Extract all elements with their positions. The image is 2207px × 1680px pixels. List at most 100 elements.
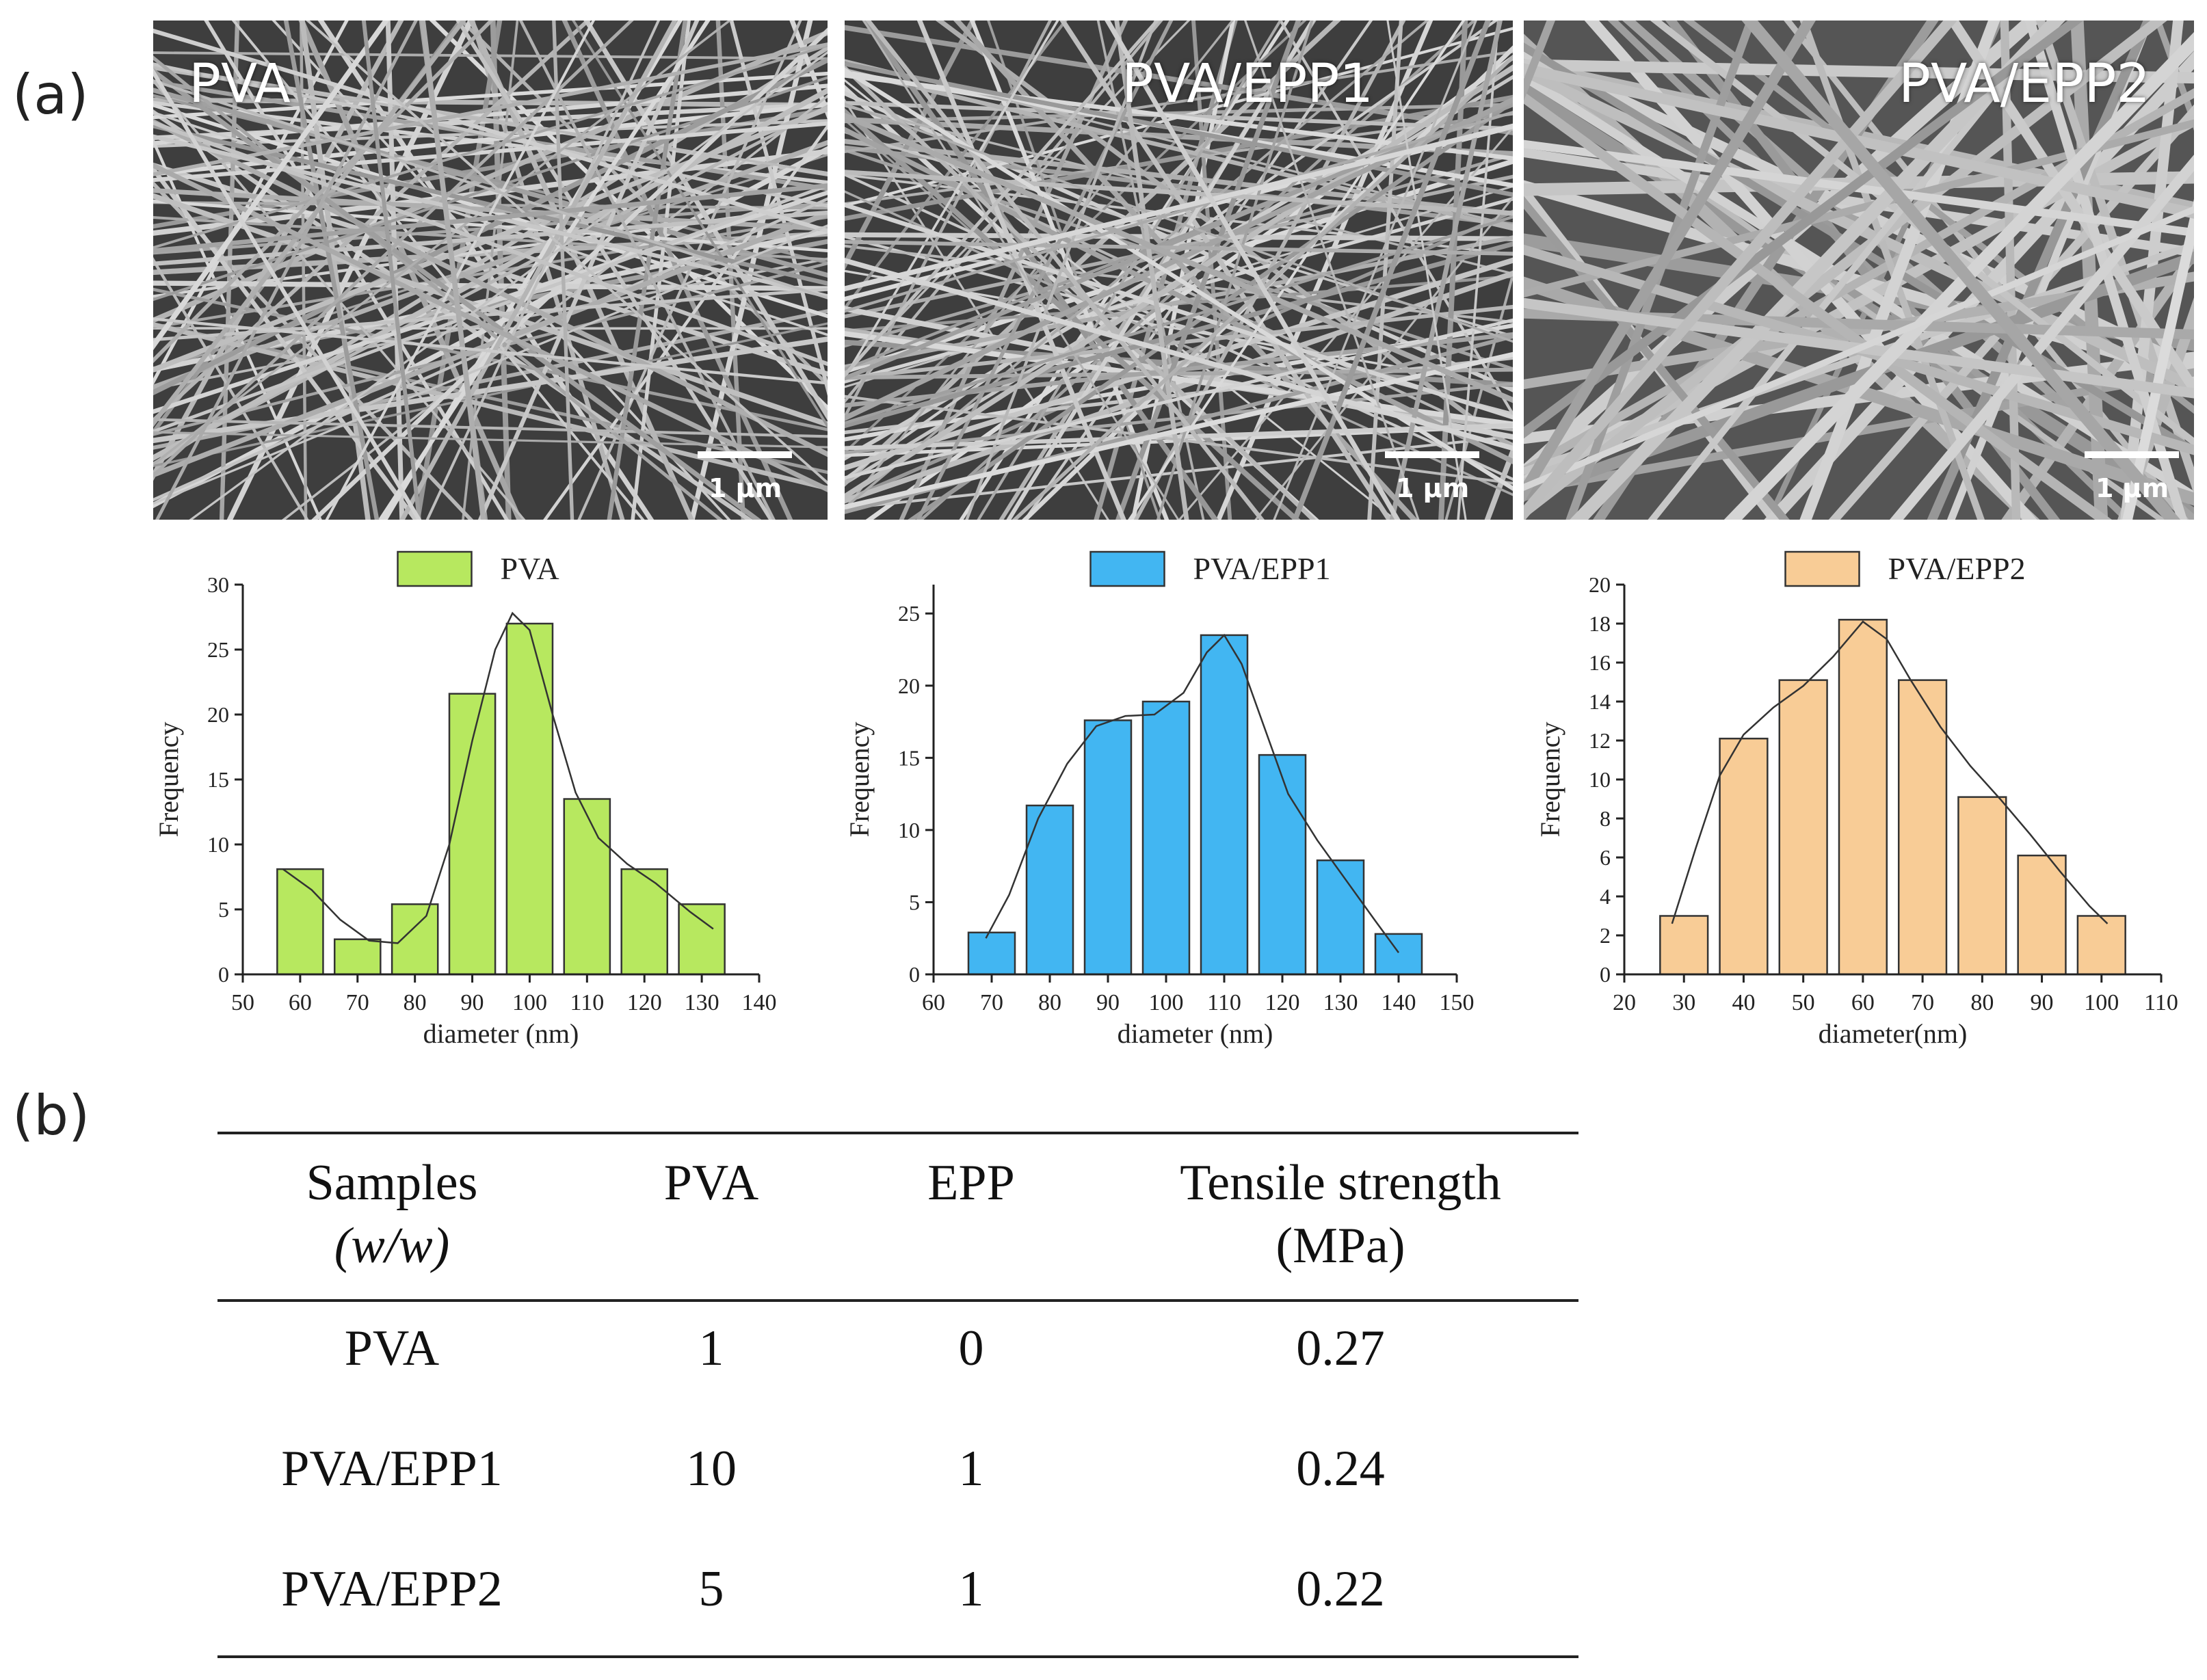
fiber xyxy=(965,21,1158,520)
fiber xyxy=(153,287,828,342)
fiber xyxy=(153,21,592,423)
scale-bar xyxy=(1385,451,1479,458)
fiber xyxy=(1273,21,1477,520)
table-bottom-rule xyxy=(217,1655,1578,1658)
cell-epp: 1 xyxy=(958,1441,984,1497)
cell-pva: 10 xyxy=(686,1441,737,1497)
fiber xyxy=(2024,21,2188,520)
distribution-curve xyxy=(985,633,1400,954)
x-tick-label: 150 xyxy=(1440,990,1475,1015)
x-tick-label: 20 xyxy=(1613,990,1636,1015)
x-tick-label: 40 xyxy=(1732,990,1755,1015)
scale-bar xyxy=(698,451,792,458)
x-tick-label: 120 xyxy=(627,990,662,1015)
histogram-bar xyxy=(1957,796,2007,976)
legend-swatch xyxy=(1089,550,1165,587)
cell-tensile: 0.24 xyxy=(1296,1441,1385,1497)
y-tick-label: 20 xyxy=(207,702,229,727)
histogram-pva-epp1: 60 70 80 90 100 110 120 130 140 150 0 5 10 15 20 25 diam… xyxy=(844,550,1475,1049)
fiber xyxy=(631,21,691,520)
sem-image-pva-epp2: PVA/EPP2 1 µm xyxy=(1524,21,2194,520)
fiber xyxy=(311,27,828,520)
fiber xyxy=(399,21,678,520)
fiber xyxy=(153,322,828,468)
histogram-bar xyxy=(505,622,554,976)
fiber xyxy=(845,25,1513,135)
fiber xyxy=(518,21,776,520)
cell-epp: 1 xyxy=(958,1561,984,1617)
y-tick-label: 6 xyxy=(1600,845,1611,870)
histogram-bar xyxy=(1316,859,1365,976)
fiber xyxy=(153,21,466,427)
x-tick-label: 60 xyxy=(1851,990,1875,1015)
fiber xyxy=(1278,21,1513,417)
sem-label: PVA/EPP2 xyxy=(1899,53,2151,115)
x-tick-label: 60 xyxy=(289,990,312,1015)
legend-label: PVA/EPP1 xyxy=(1193,551,1331,586)
fiber xyxy=(1254,196,1513,520)
x-tick-label: 80 xyxy=(404,990,427,1015)
histogram-bar xyxy=(2076,915,2126,976)
y-tick-label: 20 xyxy=(1589,572,1611,597)
fiber xyxy=(1127,21,1466,520)
y-tick-label: 0 xyxy=(909,962,920,987)
y-tick-label: 14 xyxy=(1589,689,1611,714)
fiber xyxy=(789,21,828,120)
fiber xyxy=(1524,21,1957,520)
legend-swatch xyxy=(1784,550,1860,587)
x-tick-label: 80 xyxy=(1038,990,1061,1015)
x-tick-label: 70 xyxy=(346,990,369,1015)
cell-sample: PVA/EPP1 xyxy=(281,1441,503,1497)
histogram-bar xyxy=(2017,854,2067,976)
fiber xyxy=(845,67,1513,491)
fiber xyxy=(1524,206,2194,491)
x-tick-label: 30 xyxy=(1672,990,1695,1015)
fiber xyxy=(1105,21,1401,520)
fiber xyxy=(916,21,1174,520)
fiber xyxy=(862,21,1180,520)
fiber xyxy=(153,211,828,478)
y-tick-label: 10 xyxy=(1589,767,1611,792)
fiber xyxy=(1889,155,2194,520)
fiber xyxy=(1059,21,1392,520)
fiber xyxy=(153,120,828,366)
fiber xyxy=(561,21,793,520)
histogram-bar xyxy=(1719,737,1769,976)
histogram-pva-epp2: 20 30 40 50 60 70 80 90 100 110 0 2 4 6 8 10 12 14 16 18 20 d… xyxy=(1535,550,2178,1049)
y-tick-label: 8 xyxy=(1600,806,1611,831)
panel-label-a: (a) xyxy=(12,63,89,126)
histogram-pva: 50 60 70 80 90 100 110 120 130 140 0 5 10 15 20 25 30 dia… xyxy=(153,550,777,1049)
fiber xyxy=(153,79,828,299)
fiber xyxy=(153,21,732,466)
header-epp: EPP xyxy=(927,1155,1015,1211)
y-tick-label: 5 xyxy=(909,890,920,914)
fiber xyxy=(153,102,828,176)
fiber xyxy=(1215,21,1433,520)
fiber xyxy=(361,21,421,520)
sem-image-pva: PVA 1 µm xyxy=(153,21,828,520)
y-tick-label: 18 xyxy=(1589,611,1611,636)
header-tensile-unit: (MPa) xyxy=(1276,1218,1405,1274)
fiber-texture xyxy=(1524,21,2194,520)
histogram-bar xyxy=(276,868,324,976)
fiber xyxy=(845,103,1513,124)
fiber xyxy=(607,21,688,520)
cell-sample: PVA xyxy=(344,1320,440,1376)
fiber xyxy=(1156,21,1314,520)
fiber xyxy=(1389,21,1503,520)
x-axis-title: diameter (nm) xyxy=(1118,1018,1273,1049)
x-tick-label: 110 xyxy=(1207,990,1241,1015)
x-tick-label: 110 xyxy=(570,990,604,1015)
histogram-bar xyxy=(563,798,611,976)
fiber xyxy=(1524,91,2112,520)
y-tick-label: 30 xyxy=(207,572,229,597)
fiber-texture xyxy=(153,21,828,520)
scale-bar-label: 1 µm xyxy=(709,473,782,503)
fiber xyxy=(306,21,828,485)
x-tick-label: 100 xyxy=(1149,990,1184,1015)
fiber xyxy=(153,336,828,444)
fiber xyxy=(153,62,828,208)
x-axis-title: diameter(nm) xyxy=(1819,1018,1968,1049)
fiber xyxy=(845,395,1513,485)
fiber xyxy=(845,112,1513,403)
